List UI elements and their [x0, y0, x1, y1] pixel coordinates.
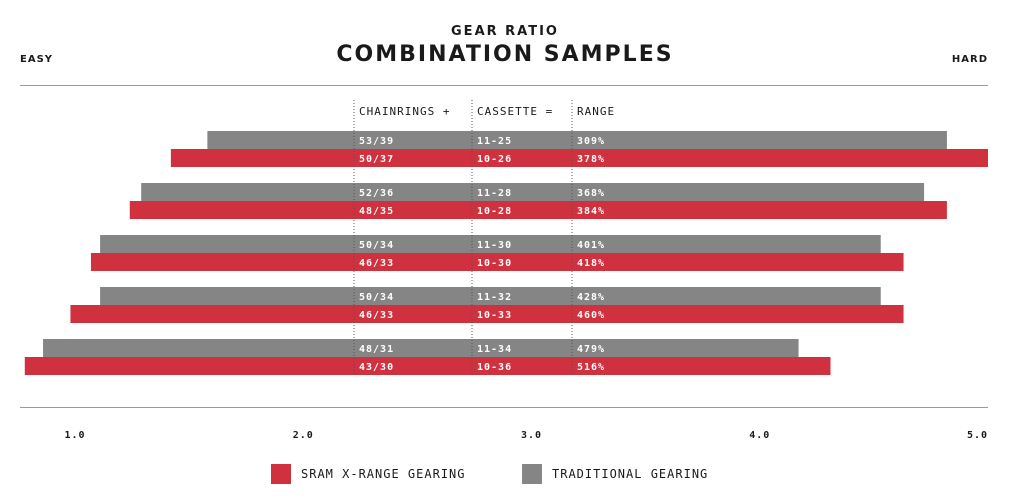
range-label: 479% — [577, 344, 605, 355]
cassette-label: 10-28 — [477, 206, 512, 217]
column-header: CASSETTE = — [477, 105, 553, 118]
legend-swatch-traditional — [522, 464, 542, 484]
cassette-label: 11-32 — [477, 292, 512, 303]
cassette-label: 11-28 — [477, 188, 512, 199]
easy-label: EASY — [20, 54, 54, 65]
bar-sram-2 — [129, 201, 947, 219]
legend-label-sram: SRAM X-RANGE GEARING — [301, 467, 466, 481]
chainrings-label: 53/39 — [359, 136, 394, 147]
chart-title: COMBINATION SAMPLES — [336, 42, 674, 67]
range-label: 401% — [577, 240, 605, 251]
bar-traditional-5 — [43, 339, 799, 357]
chainrings-label: 50/34 — [359, 240, 394, 251]
cassette-label: 10-33 — [477, 310, 512, 321]
chart-supertitle: GEAR RATIO — [451, 24, 559, 39]
column-header: CHAINRINGS + — [359, 105, 450, 118]
range-label: 428% — [577, 292, 605, 303]
bar-sram-3 — [90, 253, 904, 271]
range-label: 384% — [577, 206, 605, 217]
column-header: RANGE — [577, 105, 615, 118]
x-tick-label: 5.0 — [967, 430, 988, 441]
bar-traditional-2 — [141, 183, 925, 201]
cassette-label: 11-25 — [477, 136, 512, 147]
cassette-label: 10-26 — [477, 154, 512, 165]
chainrings-label: 50/34 — [359, 292, 394, 303]
x-tick-label: 3.0 — [521, 430, 542, 441]
bottom-rule — [20, 407, 988, 408]
bar-traditional-3 — [100, 235, 881, 253]
legend-sram: SRAM X-RANGE GEARING — [271, 464, 466, 484]
legend-swatch-sram — [271, 464, 291, 484]
top-rule — [20, 85, 988, 86]
range-label: 460% — [577, 310, 605, 321]
cassette-label: 11-30 — [477, 240, 512, 251]
range-label: 418% — [577, 258, 605, 269]
range-label: 309% — [577, 136, 605, 147]
bar-traditional-1 — [207, 131, 947, 149]
x-tick-label: 1.0 — [64, 430, 85, 441]
chainrings-label: 52/36 — [359, 188, 394, 199]
legend-label-traditional: TRADITIONAL GEARING — [552, 467, 709, 481]
chainrings-label: 50/37 — [359, 154, 394, 165]
chainrings-label: 46/33 — [359, 258, 394, 269]
range-label: 516% — [577, 362, 605, 373]
hard-label: HARD — [951, 54, 988, 65]
chainrings-label: 48/31 — [359, 344, 394, 355]
x-tick-label: 2.0 — [293, 430, 314, 441]
cassette-label: 10-36 — [477, 362, 512, 373]
bar-traditional-4 — [100, 287, 881, 305]
cassette-label: 11-34 — [477, 344, 512, 355]
chainrings-label: 46/33 — [359, 310, 394, 321]
cassette-label: 10-30 — [477, 258, 512, 269]
range-label: 368% — [577, 188, 605, 199]
bar-sram-1 — [170, 149, 989, 167]
bar-sram-5 — [24, 357, 831, 375]
legend-traditional: TRADITIONAL GEARING — [522, 464, 708, 484]
range-label: 378% — [577, 154, 605, 165]
chainrings-label: 48/35 — [359, 206, 394, 217]
x-tick-label: 4.0 — [749, 430, 770, 441]
chainrings-label: 43/30 — [359, 362, 394, 373]
bar-sram-4 — [70, 305, 904, 323]
